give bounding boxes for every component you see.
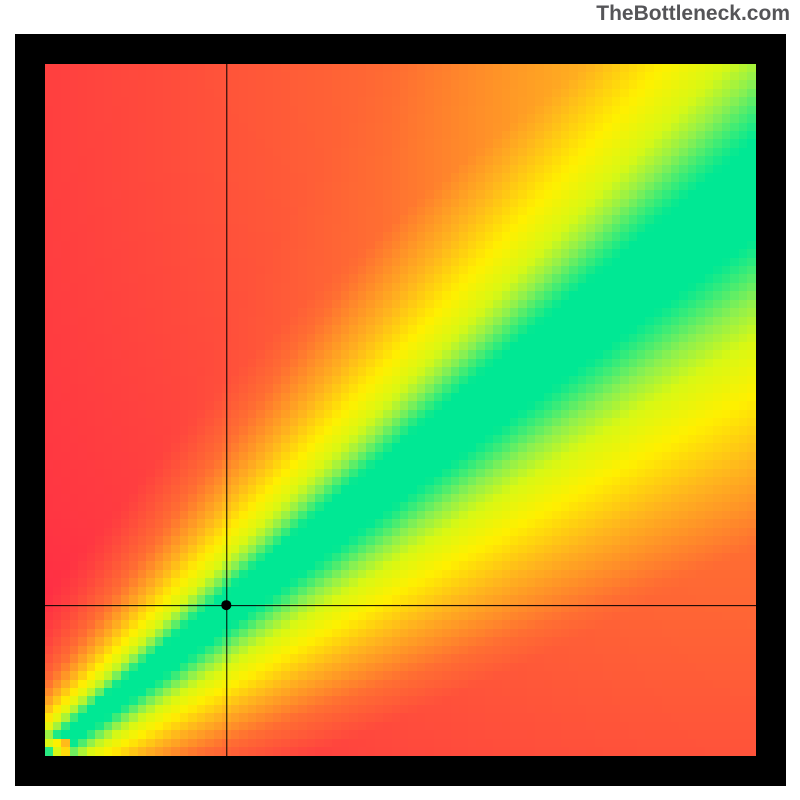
heatmap-canvas: [45, 64, 756, 756]
plot-area: [45, 64, 756, 756]
chart-container: TheBottleneck.com: [0, 0, 800, 800]
plot-frame: [15, 34, 786, 786]
attribution-text: TheBottleneck.com: [596, 2, 790, 26]
